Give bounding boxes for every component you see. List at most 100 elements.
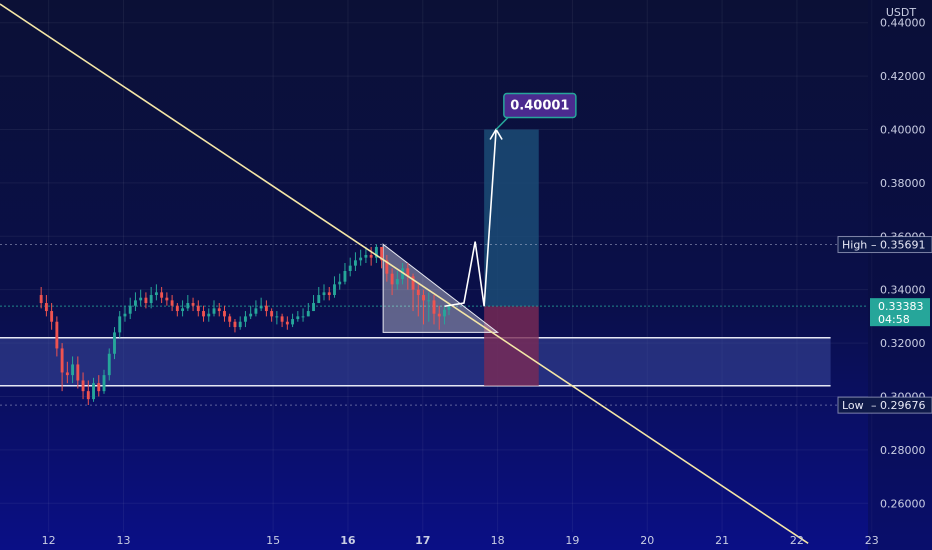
candle-body <box>406 268 410 277</box>
candle-body <box>107 353 111 376</box>
candle-body <box>39 295 43 304</box>
candle-body <box>317 295 321 304</box>
candle-body <box>238 321 242 328</box>
candle-body <box>186 303 190 309</box>
price-tick-label: 0.40000 <box>880 123 926 136</box>
candle-body <box>437 313 441 317</box>
candle-body <box>139 297 143 301</box>
candle-body <box>348 265 352 271</box>
time-tick-label: 23 <box>865 534 879 547</box>
price-tick-label: 0.38000 <box>880 177 926 190</box>
low-badge-value: – 0.29676 <box>871 399 925 412</box>
candle-body <box>374 246 378 258</box>
support-zone <box>0 337 831 386</box>
triangle-pattern <box>382 243 500 333</box>
candle-body <box>207 313 211 317</box>
candle-body <box>264 305 268 312</box>
candle-body <box>144 297 148 304</box>
price-axis <box>868 0 932 550</box>
candle-body <box>249 313 253 317</box>
candle-body <box>128 305 132 314</box>
candle-body <box>427 300 431 302</box>
candle-body <box>243 316 247 322</box>
candle-body <box>55 321 59 349</box>
candle-body <box>369 254 373 258</box>
low-badge <box>837 396 932 414</box>
candle-body <box>312 303 315 312</box>
time-tick-label: 13 <box>116 534 130 547</box>
candle-body <box>160 292 164 298</box>
time-tick-label: 12 <box>42 534 56 547</box>
candle-body <box>154 292 158 296</box>
position-profit-zone <box>484 129 539 307</box>
candle-body <box>338 281 342 285</box>
current-price-value: 0.33383 <box>878 300 924 313</box>
time-tick-label: 20 <box>640 534 654 547</box>
time-tick-label: 15 <box>266 534 280 547</box>
candle-body <box>275 316 279 318</box>
candle-body <box>395 279 399 285</box>
time-axis-ticks: 12 13 15 16 17 18 19 20 21 22 23 <box>42 534 879 547</box>
axis-currency-label: USDT <box>886 6 917 19</box>
candle-body <box>291 319 295 325</box>
candle-body <box>81 380 85 392</box>
low-badge-label: Low <box>842 399 864 412</box>
candle-body <box>196 305 200 312</box>
candle-body <box>390 273 394 285</box>
candle-body <box>333 284 336 296</box>
time-tick-label: 21 <box>715 534 729 547</box>
candle-body <box>123 313 127 317</box>
high-badge-label: High <box>842 239 867 252</box>
target-label-box <box>503 92 577 119</box>
candle-body <box>102 375 106 392</box>
candle-body <box>118 316 122 333</box>
candles <box>39 244 451 406</box>
time-tick-label: 18 <box>491 534 505 547</box>
candle-body <box>149 295 153 304</box>
descending-trendline <box>0 3 809 544</box>
candle-body <box>217 308 221 312</box>
candle-body <box>44 303 48 312</box>
price-tick-label: 0.42000 <box>880 70 926 83</box>
time-tick-label: 16 <box>340 534 356 547</box>
candle-body <box>380 246 384 261</box>
candle-body <box>416 289 420 296</box>
candle-body <box>411 276 415 290</box>
target-label-text: 0.40001 <box>510 98 569 113</box>
projection-path <box>444 129 497 308</box>
current-price-badge <box>870 298 930 327</box>
candle-body <box>401 268 405 280</box>
candle-body <box>92 383 95 400</box>
candle-body <box>65 372 69 376</box>
candle-body <box>385 260 389 274</box>
candle-body <box>364 254 368 258</box>
candle-body <box>343 270 347 282</box>
candle-body <box>327 292 331 296</box>
candle-body <box>223 311 226 317</box>
candle-body <box>296 316 300 320</box>
candle-body <box>170 300 174 306</box>
candle-body <box>353 260 357 266</box>
price-tick-label: 0.28000 <box>880 444 926 457</box>
candle-body <box>254 308 258 314</box>
candle-body <box>359 257 363 261</box>
price-tick-label: 0.44000 <box>880 17 926 30</box>
candle-body <box>285 321 289 325</box>
candle-body <box>191 303 195 306</box>
candle-body <box>113 332 116 354</box>
price-tick-label: 0.26000 <box>880 497 926 510</box>
candle-body <box>447 306 451 310</box>
price-tick-label: 0.34000 <box>880 284 926 297</box>
candle-body <box>76 364 80 381</box>
candle-body <box>432 300 436 314</box>
candle-body <box>233 321 237 328</box>
candle-body <box>212 308 216 314</box>
time-tick-label: 17 <box>415 534 430 547</box>
current-price-countdown: 04:58 <box>878 313 910 326</box>
candle-body <box>259 305 263 309</box>
candle-body <box>322 292 326 296</box>
grid-lines <box>0 0 872 532</box>
candle-body <box>60 348 64 373</box>
